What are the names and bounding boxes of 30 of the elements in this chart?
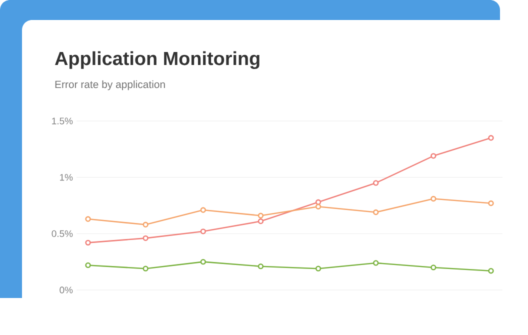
- y-tick-label: 1%: [60, 174, 73, 181]
- point: [315, 199, 322, 205]
- point: [430, 264, 436, 270]
- point: [430, 196, 436, 202]
- y-tick-label: 1.5%: [52, 118, 73, 124]
- point: [200, 258, 206, 265]
- point: [142, 235, 148, 242]
- point: [488, 135, 494, 141]
- y-tick-label: 0%: [60, 286, 73, 294]
- point: [315, 204, 322, 210]
- point: [488, 200, 494, 206]
- y-tick-label: 0.5%: [52, 230, 73, 238]
- point: [373, 180, 379, 186]
- point: [200, 228, 206, 234]
- chart-title: Application Monitoring: [54, 51, 260, 70]
- point: [373, 260, 379, 266]
- point: [85, 216, 91, 222]
- point: [258, 212, 264, 218]
- point: [430, 153, 436, 159]
- point: [200, 207, 206, 213]
- chart-subtitle: Error rate by application: [55, 80, 165, 90]
- point: [142, 266, 148, 272]
- point: [258, 218, 264, 224]
- point: [142, 222, 148, 228]
- point: [258, 264, 264, 270]
- point: [85, 262, 91, 268]
- point: [373, 209, 379, 216]
- point: [85, 240, 91, 246]
- point: [488, 268, 494, 274]
- point: [315, 266, 322, 272]
